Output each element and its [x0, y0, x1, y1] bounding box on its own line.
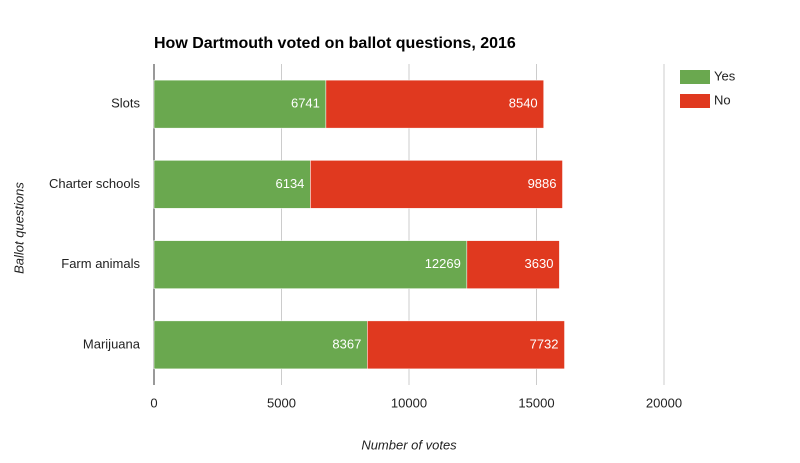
- bar-segment: [153, 79, 327, 129]
- legend-swatch: [680, 70, 710, 84]
- y-tick-label: Charter schools: [49, 176, 141, 191]
- chart-title: How Dartmouth voted on ballot questions,…: [154, 35, 516, 52]
- y-tick-label: Marijuana: [83, 336, 141, 351]
- bar-segment: [153, 240, 468, 289]
- data-label: 6134: [275, 176, 304, 191]
- bar-segment: [466, 240, 560, 289]
- data-label: 8540: [509, 96, 538, 111]
- bar-segment: [325, 79, 544, 129]
- x-tick-label: 0: [150, 395, 157, 410]
- x-tick-label: 10000: [391, 395, 427, 410]
- legend-label: No: [714, 92, 731, 107]
- x-tick-label: 20000: [646, 395, 682, 410]
- data-label: 12269: [425, 256, 461, 271]
- bar-segment: [310, 160, 563, 209]
- legend-swatch: [680, 94, 710, 108]
- bar-segment: [367, 320, 565, 370]
- x-axis-title: Number of votes: [361, 437, 457, 452]
- y-tick-label: Slots: [111, 96, 140, 111]
- x-tick-label: 5000: [267, 395, 296, 410]
- bar-segment: [153, 160, 311, 209]
- y-axis-title: Ballot questions: [11, 182, 26, 274]
- data-label: 8367: [332, 336, 361, 351]
- legend-label: Yes: [714, 68, 736, 83]
- bar-segment: [153, 320, 368, 370]
- data-label: 6741: [291, 96, 320, 111]
- data-label: 9886: [528, 176, 557, 191]
- y-tick-label: Farm animals: [61, 256, 140, 271]
- x-tick-label: 15000: [518, 395, 554, 410]
- data-label: 7732: [530, 336, 559, 351]
- data-label: 3630: [525, 256, 554, 271]
